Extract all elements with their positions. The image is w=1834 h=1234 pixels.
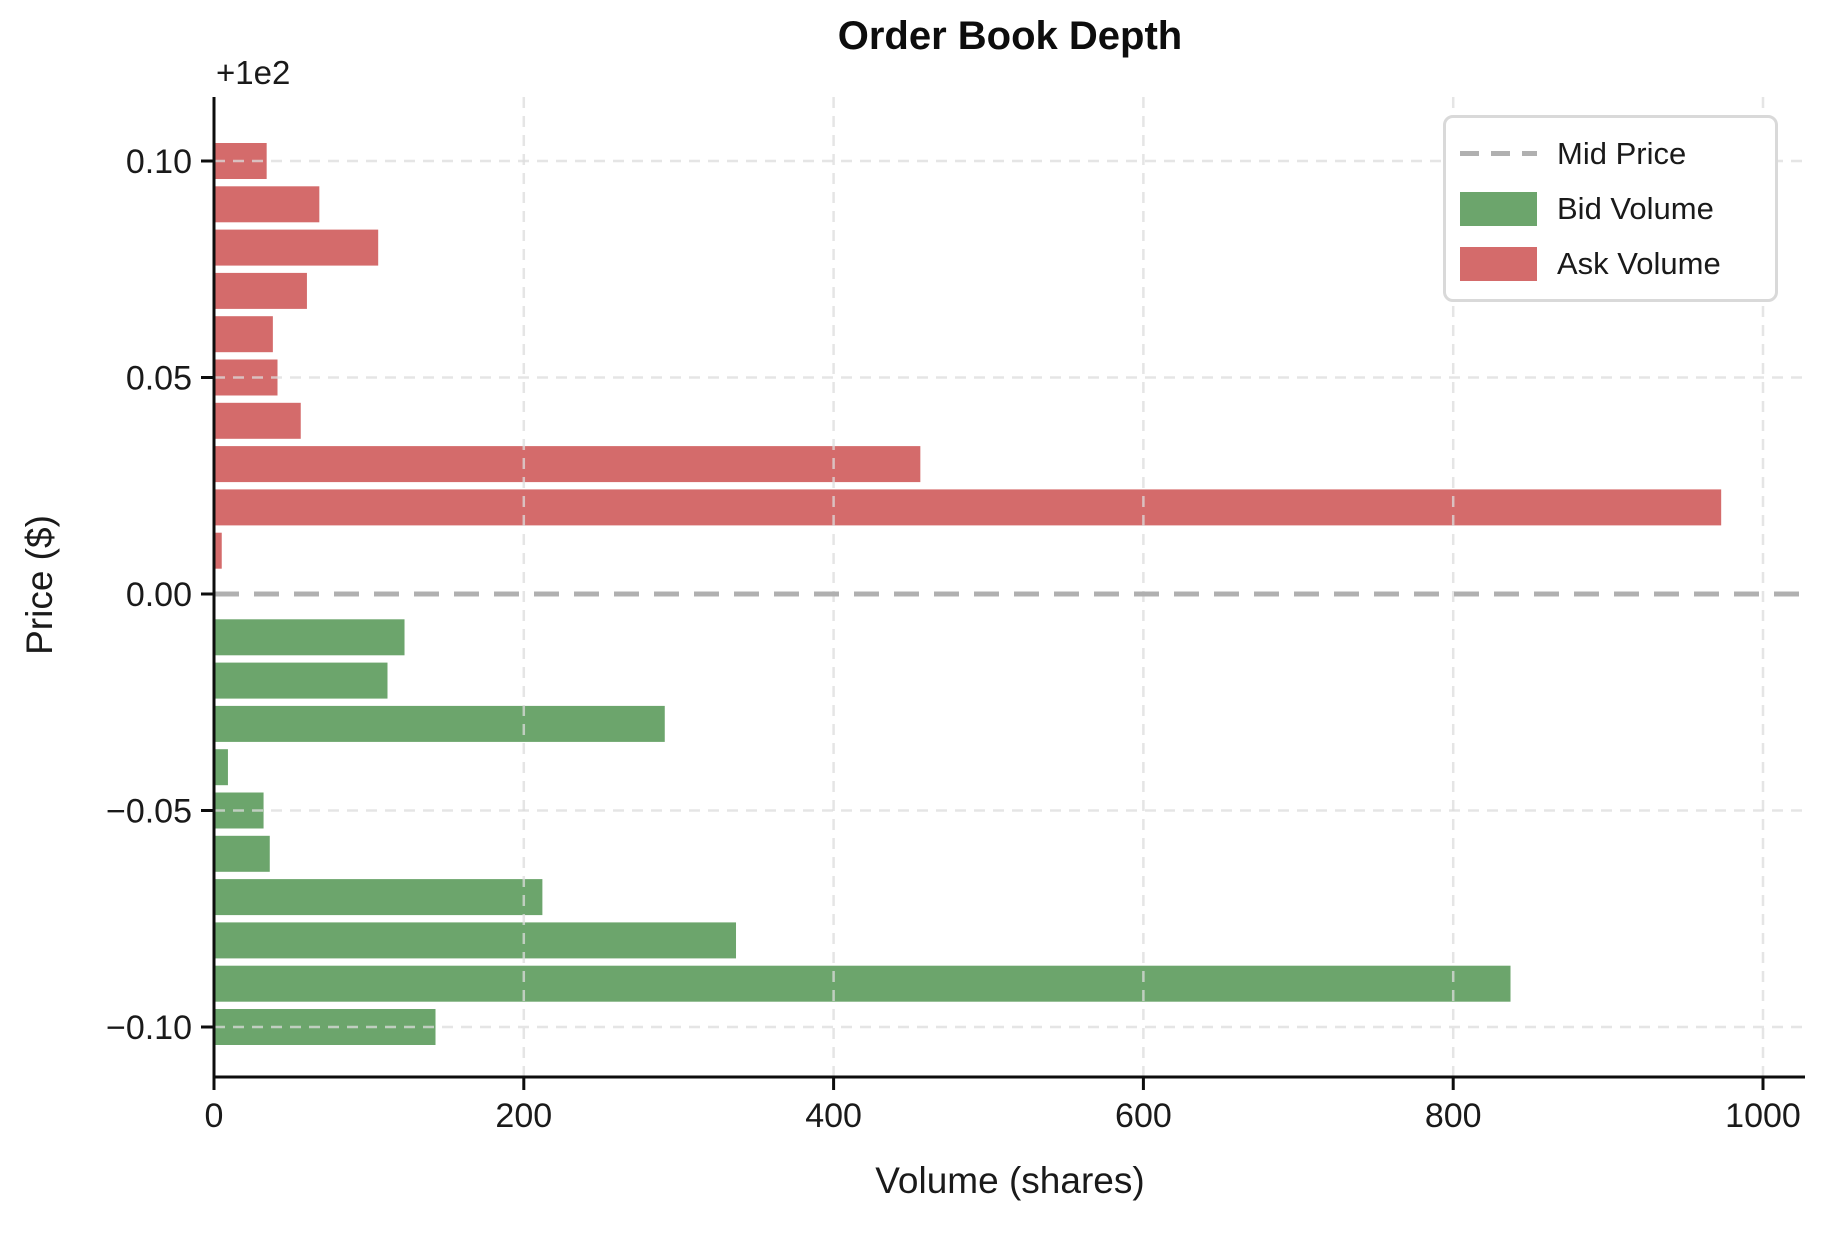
legend-item-bid-volume: Bid Volume [1460, 191, 1769, 227]
bid-volume-bar [215, 749, 228, 786]
chart-title: Order Book Depth [837, 14, 1183, 58]
y-axis-offset-label: +1e2 [216, 54, 291, 91]
y-tick-label: −0.10 [106, 1009, 192, 1047]
x-tick-label: 0 [205, 1097, 224, 1135]
bid-volume-bar [215, 879, 543, 916]
ask-volume-bar [215, 446, 921, 483]
bid-volume-bar [215, 705, 665, 742]
x-tick-label: 200 [495, 1097, 552, 1135]
ask-volume-bar [215, 359, 278, 396]
bid-volume-swatch [1460, 191, 1537, 226]
x-axis-label: Volume (shares) [875, 1160, 1145, 1201]
y-tick-label: 0.00 [126, 576, 192, 614]
legend-label: Mid Price [1557, 135, 1687, 171]
y-tick-label: −0.05 [106, 793, 192, 831]
y-tick-label: 0.10 [126, 143, 192, 181]
x-tick-label: 1000 [1725, 1097, 1801, 1135]
x-tick-label: 800 [1425, 1097, 1482, 1135]
bid-volume-bar [215, 922, 737, 959]
legend: Mid Price Bid Volume Ask Volume [1443, 115, 1778, 302]
mid-price-line-swatch [1460, 151, 1537, 156]
bid-volume-bar [215, 619, 405, 656]
legend-item-ask-volume: Ask Volume [1460, 246, 1769, 282]
ask-volume-bar [215, 272, 307, 309]
bid-volume-bar [215, 1009, 436, 1045]
ask-volume-bar [215, 532, 222, 569]
ask-volume-bar [215, 186, 320, 223]
legend-item-mid-price: Mid Price [1460, 136, 1769, 172]
legend-label: Bid Volume [1557, 190, 1714, 226]
x-tick-label: 600 [1115, 1097, 1172, 1135]
bid-volume-bar [215, 835, 270, 872]
ask-volume-swatch [1460, 246, 1537, 281]
y-axis-label: Price ($) [19, 515, 60, 655]
bid-volume-bar [215, 965, 1511, 1002]
x-tick-label: 400 [805, 1097, 862, 1135]
ask-volume-bar [215, 402, 301, 439]
ask-volume-bar [215, 229, 379, 266]
y-tick-label: 0.05 [126, 360, 192, 398]
ask-volume-bar [215, 316, 273, 353]
bid-volume-bar [215, 662, 388, 699]
ask-volume-bar [215, 489, 1722, 526]
legend-label: Ask Volume [1557, 245, 1721, 281]
